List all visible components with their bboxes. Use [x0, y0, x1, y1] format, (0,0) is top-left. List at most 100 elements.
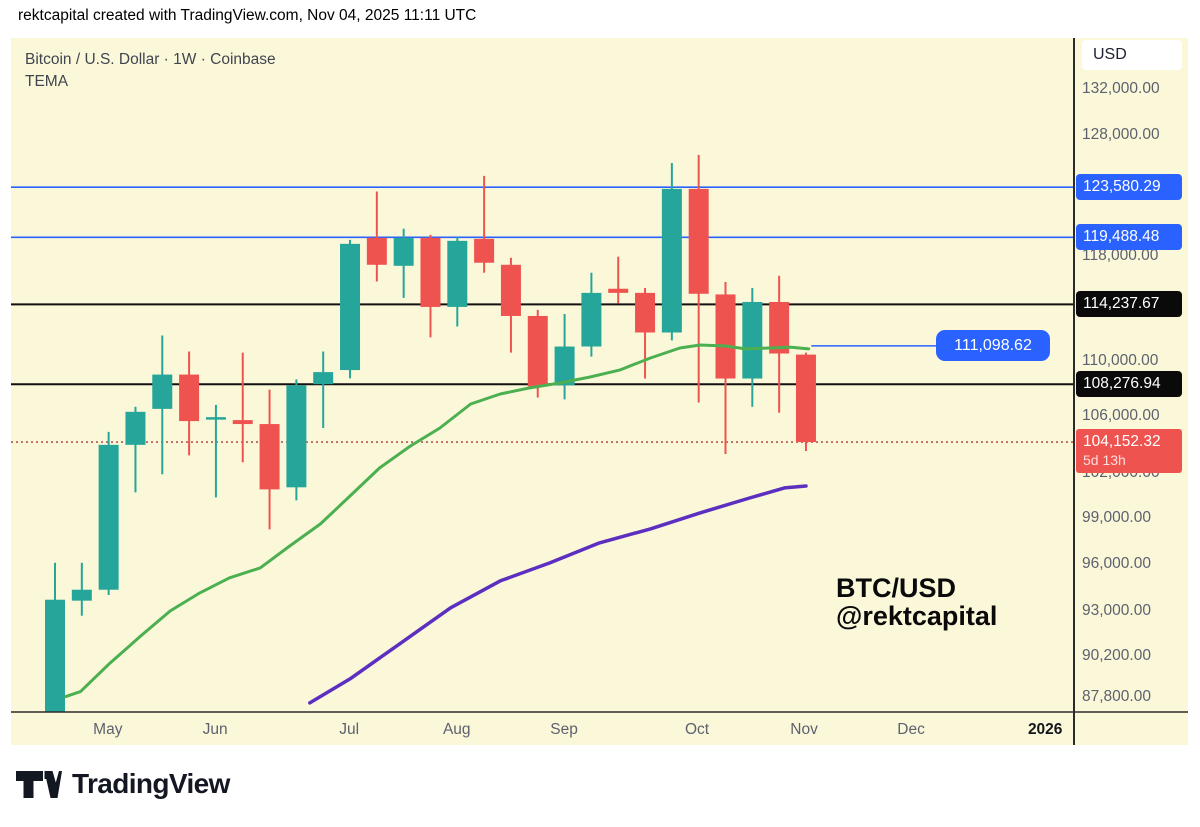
candle [71, 562, 92, 616]
current-price-axis-label: 104,152.32 5d 13h [1076, 429, 1182, 474]
price-level-axis-label[interactable]: 108,276.94 [1076, 371, 1182, 398]
price-tick-label: 132,000.00 [1082, 79, 1160, 97]
candle-body [340, 243, 361, 371]
candle [420, 234, 441, 338]
chart-background [11, 38, 1188, 745]
candle-body [45, 599, 65, 712]
candle [447, 237, 468, 327]
price-level-axis-label[interactable]: 114,237.67 [1076, 291, 1182, 318]
symbol-title[interactable]: Bitcoin / U.S. Dollar · 1W · Coinbase [25, 51, 276, 68]
candle [340, 239, 361, 379]
tradingview-brand-link[interactable]: TradingView [16, 768, 230, 800]
candle-body [608, 288, 629, 293]
tradingview-logo-icon [16, 771, 62, 798]
time-tick-label: May [93, 721, 123, 738]
candle [232, 352, 253, 463]
price-tick-label: 87,800.00 [1082, 687, 1151, 705]
price-tick-label: 128,000.00 [1082, 125, 1160, 143]
candle-body [688, 188, 709, 294]
watermark: BTC/USD @rektcapital [836, 574, 997, 630]
price-tick-label: 110,000.00 [1082, 351, 1159, 369]
candle-body [795, 354, 816, 443]
candle-body [554, 346, 575, 386]
candle-body [152, 374, 173, 409]
candle [581, 272, 602, 357]
watermark-symbol: BTC/USD [836, 573, 956, 603]
attribution-text: rektcapital created with TradingView.com… [18, 7, 477, 24]
candle [635, 287, 656, 379]
candle [45, 562, 65, 712]
candle [366, 191, 387, 282]
candle-body [447, 240, 468, 307]
candle [500, 257, 521, 353]
currency-button[interactable]: USD [1082, 40, 1182, 70]
candle [179, 351, 200, 456]
candle [795, 352, 816, 452]
time-tick-label: Sep [550, 721, 578, 738]
candle-body [527, 315, 548, 387]
price-tick-label: 106,000.00 [1082, 406, 1160, 424]
candle [527, 309, 548, 398]
time-tick-label: Jun [202, 721, 228, 738]
candle-body [205, 417, 226, 420]
chart-legend: Bitcoin / U.S. Dollar · 1W · Coinbase TE… [25, 49, 276, 93]
candle-body [179, 374, 200, 422]
price-ray-label[interactable]: 111,098.62 [936, 330, 1050, 362]
candle-body [715, 294, 736, 379]
candle-body [259, 424, 280, 490]
bar-countdown: 5d 13h [1083, 452, 1126, 469]
candle [313, 351, 334, 429]
candle [125, 406, 146, 493]
candle-body [742, 301, 763, 379]
candle-body [420, 237, 441, 307]
candle-body [474, 238, 495, 263]
candle-body [98, 444, 119, 590]
tradingview-logo-text: TradingView [72, 768, 230, 799]
candle [769, 275, 790, 413]
candle [152, 335, 173, 475]
candle-body [366, 237, 387, 265]
candle [474, 175, 495, 273]
watermark-handle: @rektcapital [836, 601, 998, 631]
candle-body [286, 385, 307, 488]
time-tick-label: Aug [442, 721, 471, 738]
time-tick-label: Jul [339, 721, 360, 738]
plot-layer [11, 154, 1074, 712]
candle [688, 154, 709, 403]
price-tick-label: 96,000.00 [1082, 554, 1151, 572]
time-tick-label: Oct [685, 721, 710, 738]
price-tick-label: 90,200.00 [1082, 647, 1151, 665]
candle [205, 404, 226, 498]
price-tick-label: 93,000.00 [1082, 601, 1151, 619]
candle-body [232, 420, 253, 425]
price-tick-label: 118,000.00 [1082, 247, 1159, 265]
candle [715, 282, 736, 455]
candle-body [71, 589, 92, 601]
candle [554, 313, 575, 400]
price-level-axis-label[interactable]: 119,488.48 [1076, 224, 1182, 251]
time-tick-label: Nov [790, 721, 818, 738]
candle [286, 379, 307, 501]
candle-body [125, 411, 146, 445]
indicator-legend-tema[interactable]: TEMA [25, 73, 69, 90]
candle [661, 163, 682, 341]
price-tick-label: 99,000.00 [1082, 508, 1151, 526]
candle-body [581, 292, 602, 347]
candle [259, 389, 280, 530]
time-tick-label: Dec [897, 721, 925, 738]
candle-body [635, 292, 656, 333]
candle-body [313, 372, 334, 385]
time-tick-label: 2026 [1027, 721, 1063, 738]
candle [393, 228, 414, 298]
candle [608, 256, 629, 304]
candle [98, 431, 119, 595]
candle-body [661, 188, 682, 333]
candle-body [500, 264, 521, 316]
price-level-axis-label[interactable]: 123,580.29 [1076, 174, 1182, 201]
candle-body [769, 301, 790, 354]
tema-line [64, 343, 811, 699]
ma-purple-line [308, 484, 808, 705]
candle-body [393, 237, 414, 266]
